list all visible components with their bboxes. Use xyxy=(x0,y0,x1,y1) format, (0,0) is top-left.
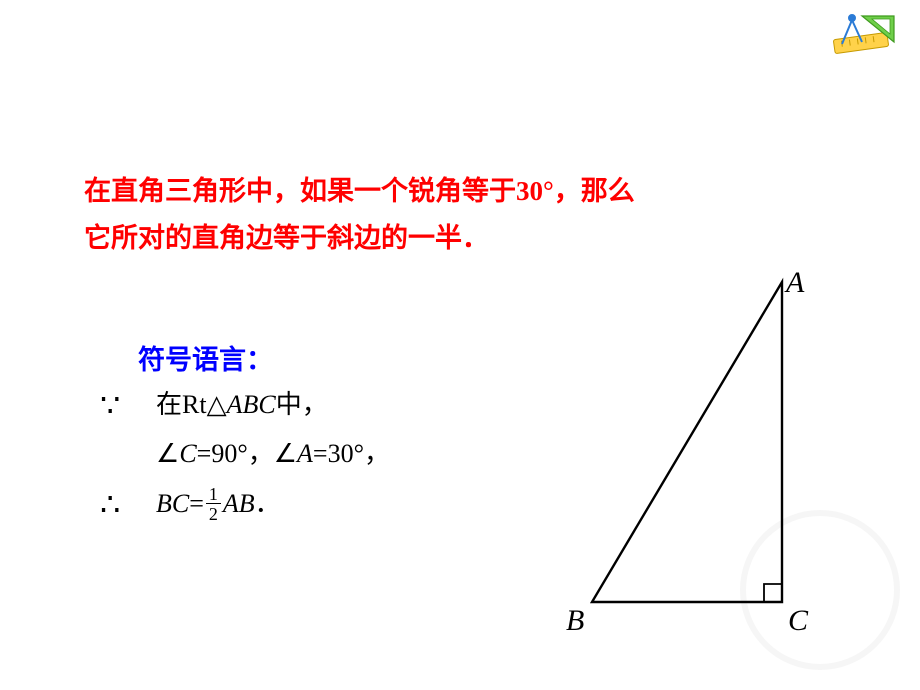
fraction-half: 1 2 xyxy=(206,485,221,523)
proof-l1-post: 中， xyxy=(276,383,328,427)
because-symbol: ∵ xyxy=(100,378,156,432)
theorem-part1: 在直角三角形中，如果一个锐角等于 xyxy=(84,176,516,206)
theorem-angle: 30° xyxy=(516,176,554,206)
symbol-language-title: 符号语言： xyxy=(138,338,273,377)
theorem-part2: ，那么 xyxy=(554,176,635,206)
proof-line-3: ∴ BC = 1 2 AB． xyxy=(100,477,390,531)
var-bc: BC xyxy=(156,482,189,526)
var-a: A xyxy=(297,432,313,476)
theorem-text: 在直角三角形中，如果一个锐角等于30°，那么 它所对的直角边等于斜边的一半． xyxy=(84,168,844,263)
proof-block: ∵ 在Rt△ABC 中， ∠C =90°， ∠A =30°， ∴ BC = 1 … xyxy=(100,378,390,531)
angle-sym-a: ∠ xyxy=(274,432,297,476)
triangle-diagram: A B C xyxy=(552,262,872,642)
var-ab: AB xyxy=(223,482,255,526)
vertex-label-a: A xyxy=(786,266,804,300)
var-c: C xyxy=(179,432,196,476)
eq-sign: = xyxy=(189,482,204,526)
eq90: =90°， xyxy=(197,432,274,476)
frac-denominator: 2 xyxy=(206,504,221,523)
proof-line-2: ∠C =90°， ∠A =30°， xyxy=(100,432,390,476)
frac-numerator: 1 xyxy=(206,485,221,504)
eq30: =30°， xyxy=(313,432,390,476)
proof-l1-pre: 在 xyxy=(156,383,182,427)
therefore-symbol: ∴ xyxy=(100,477,156,531)
vertex-label-b: B xyxy=(566,604,584,638)
period: ． xyxy=(255,482,281,526)
proof-rt: Rt xyxy=(182,383,207,427)
vertex-label-c: C xyxy=(788,604,808,638)
proof-abc: ABC xyxy=(227,383,276,427)
proof-line-1: ∵ 在Rt△ABC 中， xyxy=(100,378,390,432)
right-angle-mark xyxy=(764,584,782,602)
proof-tri-sym: △ xyxy=(207,383,227,427)
triangle-shape xyxy=(592,282,782,602)
angle-sym-c: ∠ xyxy=(156,432,179,476)
theorem-line2: 它所对的直角边等于斜边的一半． xyxy=(84,223,489,253)
tools-icon xyxy=(832,12,898,54)
